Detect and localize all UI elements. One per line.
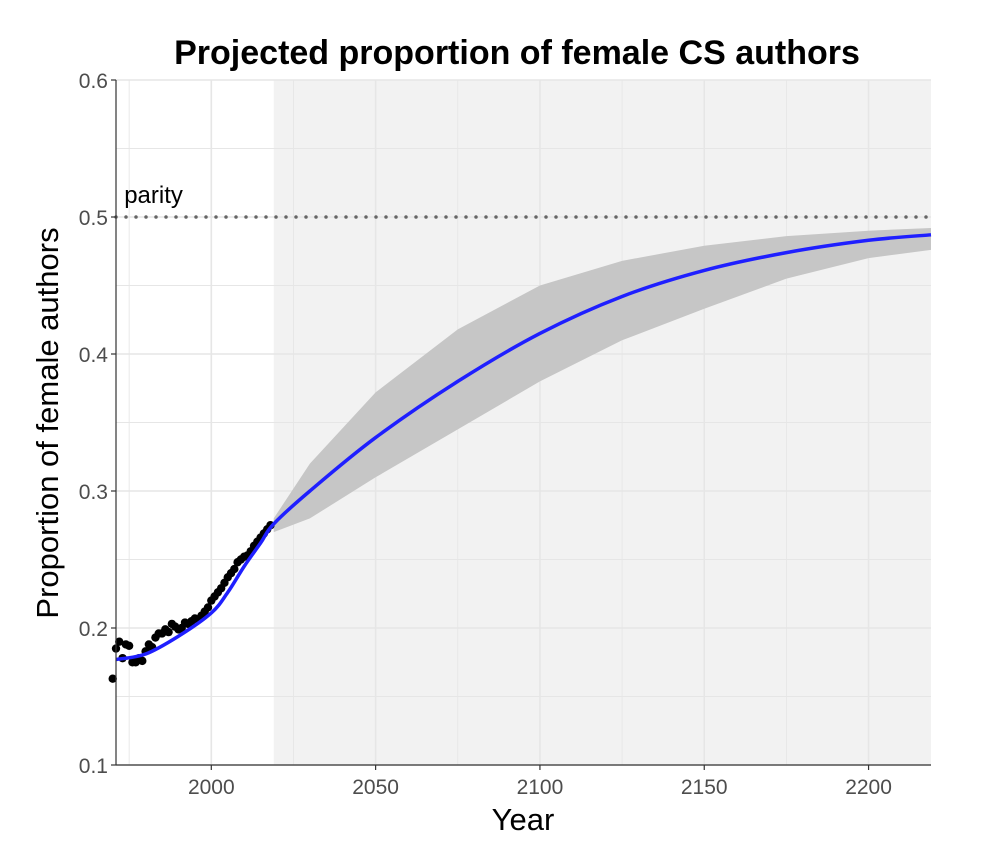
data-point bbox=[115, 637, 124, 646]
x-tick-label: 2150 bbox=[681, 776, 728, 799]
x-tick-label: 2100 bbox=[517, 776, 564, 799]
y-tick-label: 0.3 bbox=[79, 481, 108, 504]
y-tick-label: 0.2 bbox=[79, 618, 108, 641]
data-point bbox=[230, 564, 239, 574]
x-axis-label: Year bbox=[492, 802, 555, 837]
data-point bbox=[203, 603, 213, 612]
y-tick-label: 0.1 bbox=[79, 755, 108, 778]
x-tick-label: 2000 bbox=[188, 776, 235, 799]
plot-area: parity 0.1 0.2 0.3 0.4 0.5 0.6 2000 2050 2100 2150… bbox=[79, 70, 933, 799]
data-point bbox=[138, 656, 147, 666]
confidence-band bbox=[273, 227, 931, 533]
data-point bbox=[108, 674, 117, 683]
y-tick-label: 0.6 bbox=[79, 70, 108, 93]
x-tick-label: 2050 bbox=[352, 776, 399, 799]
data-point bbox=[124, 641, 134, 651]
data-point bbox=[164, 627, 173, 637]
x-tick-label: 2200 bbox=[845, 776, 892, 799]
fit-line bbox=[115, 233, 932, 662]
chart-title: Projected proportion of female CS author… bbox=[174, 34, 860, 72]
y-tick-label: 0.5 bbox=[79, 207, 108, 230]
parity-label: parity bbox=[124, 182, 183, 209]
y-axis-label: Proportion of female authors bbox=[30, 227, 65, 618]
y-tick-label: 0.4 bbox=[79, 344, 109, 367]
